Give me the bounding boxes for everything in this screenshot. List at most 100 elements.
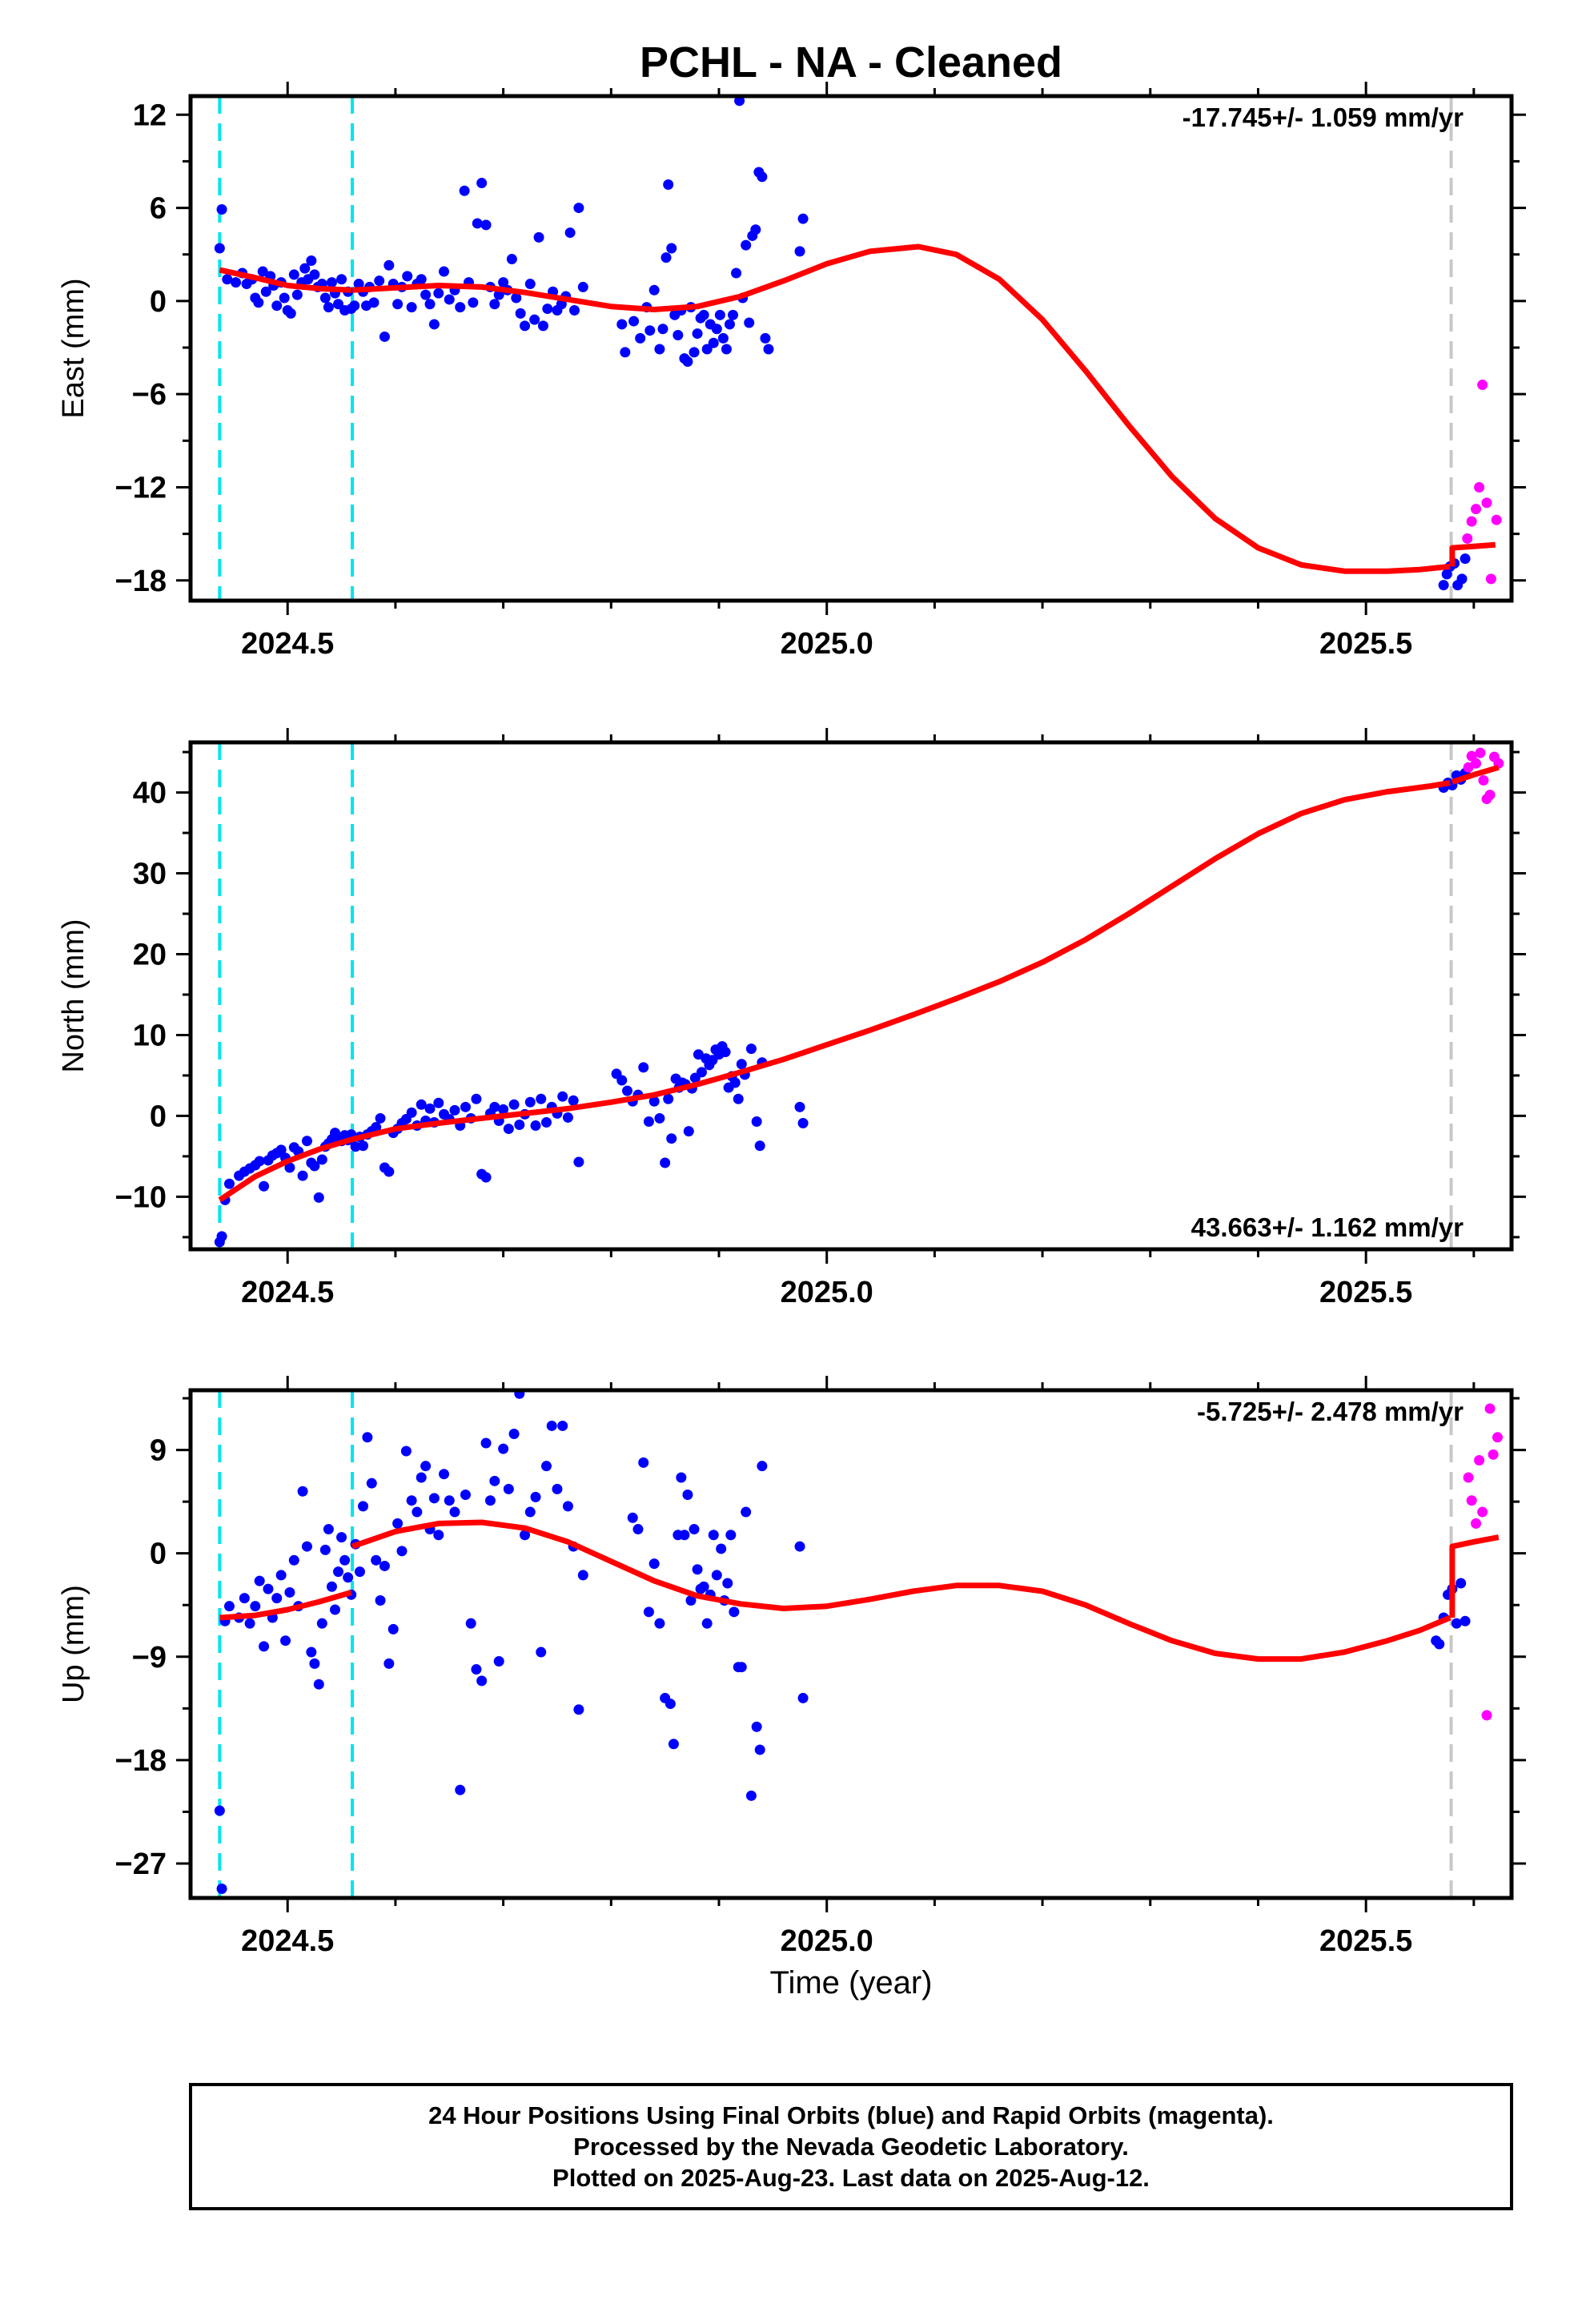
final-orbit-point	[459, 185, 470, 196]
final-orbit-point	[506, 254, 517, 265]
plot-frame	[188, 1388, 1514, 1900]
final-orbit-point	[794, 246, 805, 257]
final-orbit-point	[333, 299, 344, 310]
rapid-orbit-point	[1471, 1518, 1482, 1529]
final-orbit-point	[271, 300, 283, 312]
x-tick-label: 2024.5	[241, 1924, 334, 1958]
final-orbit-point	[354, 1566, 365, 1578]
final-orbit-point	[524, 1506, 536, 1518]
rapid-orbit-point	[1484, 790, 1496, 801]
final-orbit-point	[239, 1593, 250, 1604]
final-orbit-point	[416, 1099, 427, 1110]
final-orbit-point	[465, 1618, 476, 1629]
final-orbit-point	[480, 219, 492, 231]
final-orbit-point	[557, 1091, 568, 1102]
final-orbit-point	[569, 305, 580, 316]
final-orbit-point	[722, 1578, 733, 1589]
final-orbit-point	[725, 1530, 737, 1541]
y-tick-label: 30	[133, 858, 167, 891]
final-orbit-point	[654, 344, 665, 355]
final-orbit-point	[280, 1635, 291, 1647]
final-orbit-point	[285, 308, 296, 319]
final-orbit-point	[362, 1432, 373, 1443]
final-orbit-point	[319, 292, 331, 304]
final-orbit-point	[1456, 573, 1468, 585]
final-orbit-point	[628, 316, 640, 327]
final-orbit-point	[577, 1570, 588, 1581]
y-tick-label: −27	[115, 1848, 167, 1881]
model-fit-line	[1449, 541, 1496, 567]
final-orbit-point	[498, 277, 509, 288]
model-fit-line	[1449, 1534, 1500, 1618]
final-orbit-point	[368, 297, 379, 308]
final-orbit-point	[620, 347, 631, 358]
final-orbit-point	[660, 1157, 671, 1168]
final-orbit-point	[284, 1586, 295, 1598]
final-orbit-point	[573, 1156, 584, 1168]
final-orbit-point	[374, 275, 385, 287]
rapid-orbit-point	[1485, 573, 1496, 585]
final-orbit-point	[708, 1530, 719, 1541]
x-tick-label: 2025.0	[781, 1276, 873, 1309]
final-orbit-point	[371, 1122, 382, 1133]
final-orbit-point	[392, 299, 404, 310]
rapid-orbit-point	[1484, 1403, 1496, 1414]
final-orbit-point	[520, 1530, 531, 1541]
final-orbit-point	[316, 1154, 327, 1165]
rapid-orbit-point	[1474, 1454, 1485, 1466]
final-orbit-point	[326, 1581, 337, 1592]
final-orbit-point	[536, 1093, 547, 1104]
rapid-orbit-point	[1481, 1710, 1492, 1721]
final-orbit-point	[455, 1784, 466, 1795]
final-orbit-point	[339, 1554, 351, 1566]
final-orbit-point	[661, 252, 672, 263]
y-axis-label: Up (mm)	[57, 1585, 90, 1703]
rapid-orbit-point	[1462, 533, 1473, 544]
model-fit-line	[219, 1590, 352, 1621]
final-orbit-point	[530, 1491, 541, 1502]
final-orbit-point	[476, 178, 488, 189]
final-orbit-point	[498, 1443, 509, 1454]
final-orbit-point	[524, 279, 536, 290]
final-orbit-point	[231, 277, 242, 288]
y-axis-label: East (mm)	[57, 278, 90, 418]
final-orbit-point	[744, 317, 755, 328]
final-orbit-point	[489, 1101, 500, 1112]
final-orbit-point	[638, 1062, 649, 1073]
final-orbit-point	[260, 286, 271, 297]
x-tick-label: 2025.5	[1319, 627, 1412, 661]
y-tick-label: −6	[132, 378, 167, 412]
final-orbit-point	[717, 332, 729, 344]
final-orbit-point	[721, 344, 732, 355]
x-axis-label: Time (year)	[770, 1965, 933, 2000]
final-orbit-point	[577, 281, 588, 292]
y-tick-label: 0	[150, 1538, 167, 1571]
final-orbit-point	[480, 1172, 492, 1183]
final-orbit-point	[663, 1093, 674, 1104]
final-orbit-point	[402, 271, 413, 282]
final-orbit-point	[449, 1104, 460, 1116]
y-tick-label: 40	[133, 777, 167, 810]
final-orbit-point	[728, 309, 739, 320]
footer-line-1: 24 Hour Positions Using Final Orbits (bl…	[428, 2101, 1274, 2129]
final-orbit-point	[301, 1541, 312, 1552]
final-orbit-point	[383, 259, 395, 271]
final-orbit-point	[250, 1601, 261, 1612]
final-orbit-point	[455, 302, 466, 313]
final-orbit-point	[358, 1140, 369, 1152]
final-orbit-point	[745, 1790, 757, 1801]
final-orbit-point	[284, 1162, 295, 1173]
final-orbit-point	[288, 1554, 299, 1566]
final-orbit-point	[754, 1140, 765, 1152]
final-orbit-point	[259, 1180, 270, 1192]
final-orbit-point	[371, 1554, 382, 1566]
final-orbit-point	[644, 325, 656, 336]
final-orbit-point	[375, 1112, 386, 1124]
final-orbit-point	[222, 274, 233, 285]
final-orbit-point	[433, 1530, 444, 1541]
rapid-orbit-point	[1481, 497, 1492, 509]
final-orbit-point	[406, 1495, 417, 1506]
final-orbit-point	[416, 1472, 427, 1483]
final-orbit-point	[540, 1116, 552, 1128]
